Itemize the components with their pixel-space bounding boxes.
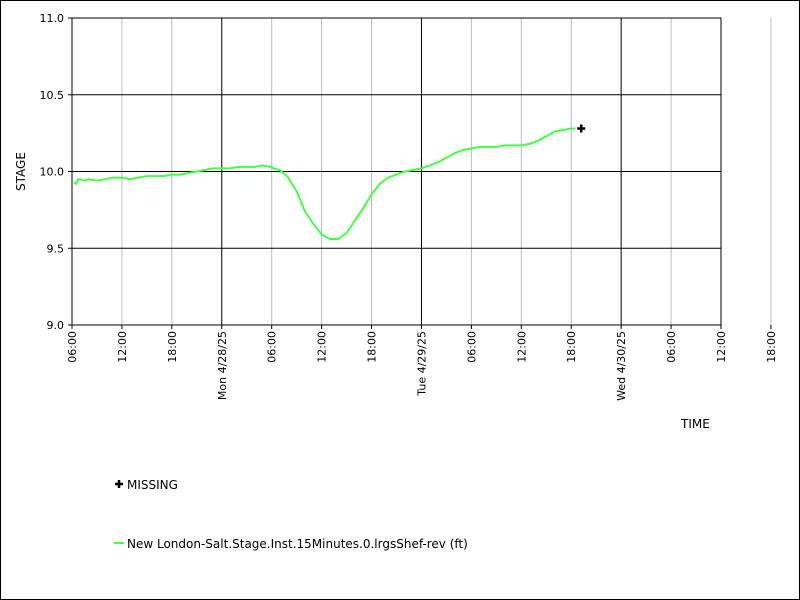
x-tick-label: 06:00	[465, 331, 478, 363]
legend: MISSING New London-Salt.Stage.Inst.15Min…	[114, 478, 468, 551]
x-tick-label: 06:00	[665, 331, 678, 363]
x-tick-label: 12:00	[515, 331, 528, 363]
x-tick-label: Mon 4/28/25	[216, 331, 229, 400]
grid	[72, 18, 772, 325]
series-line	[73, 127, 576, 240]
x-tick-label: 06:00	[66, 331, 79, 363]
x-tick-label: Wed 4/30/25	[615, 331, 628, 401]
x-tick-label: 12:00	[715, 331, 728, 363]
x-tick-label: 12:00	[116, 331, 129, 363]
markers	[577, 124, 586, 133]
x-tick-label: 12:00	[316, 331, 329, 363]
x-axis-label: TIME	[680, 417, 710, 431]
y-axis-ticks: 9.0 9.5 10.0 10.5 11.0	[40, 12, 72, 332]
y-axis-label: STAGE	[14, 152, 28, 191]
x-tick-label: 18:00	[366, 331, 379, 363]
legend-label-missing: MISSING	[127, 478, 178, 492]
x-axis-ticks: 06:00 12:00 18:00 Mon 4/28/25 06:00 12:00 18:0…	[66, 325, 778, 401]
y-tick-label: 9.0	[47, 319, 65, 332]
x-tick-label: 18:00	[565, 331, 578, 363]
legend-label-series: New London-Salt.Stage.Inst.15Minutes.0.l…	[127, 537, 468, 551]
legend-item-series: New London-Salt.Stage.Inst.15Minutes.0.l…	[114, 537, 468, 551]
x-tick-label: Tue 4/29/25	[415, 331, 428, 397]
missing-marker	[577, 124, 586, 133]
missing-marker-icon	[115, 480, 123, 488]
x-tick-label: 18:00	[166, 331, 179, 363]
y-tick-label: 9.5	[47, 242, 65, 255]
y-tick-label: 10.0	[40, 166, 65, 179]
y-tick-label: 10.5	[40, 89, 65, 102]
legend-item-missing: MISSING	[115, 478, 178, 492]
x-tick-label: 06:00	[266, 331, 279, 363]
x-tick-label: 18:00	[765, 331, 778, 363]
y-tick-label: 11.0	[40, 12, 65, 25]
